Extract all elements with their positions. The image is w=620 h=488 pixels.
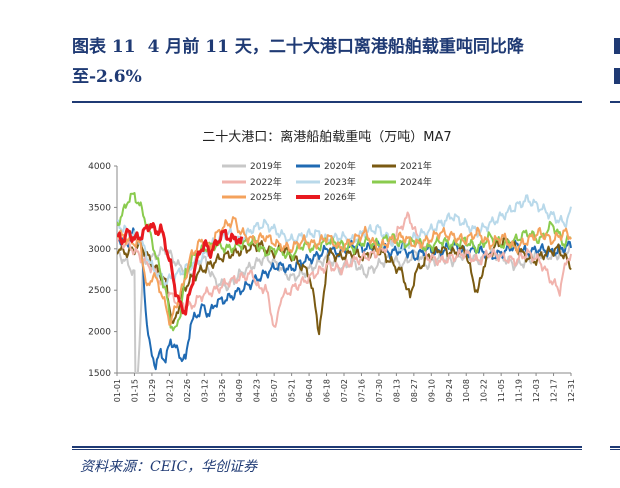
- x-tick-label: 12-03: [532, 379, 541, 402]
- x-tick-label: 09-10: [427, 379, 436, 402]
- y-tick-label: 4000: [88, 162, 111, 172]
- x-tick-label: 09-24: [445, 379, 454, 402]
- legend-label: 2022年: [250, 176, 282, 188]
- x-tick-label: 01-29: [148, 379, 157, 402]
- chart-axes: 1500 2000 2500 3000 3500 4000 01-01 01-15 01-29 0…: [88, 162, 576, 402]
- legend-label: 2023年: [324, 176, 356, 188]
- x-tick-label: 12-31: [567, 379, 576, 402]
- x-tick-label: 02-26: [183, 379, 192, 402]
- x-tick-label: 07-02: [340, 379, 349, 402]
- figure-title: 4 月前 11 天，二十大港口离港船舶载重吨同比降至-2.6%: [72, 37, 524, 87]
- y-tick-label: 2000: [88, 328, 111, 338]
- x-tick-label: 07-16: [357, 379, 366, 402]
- chart-legend: 2019年 2020年 2021年 2022年 2023年 2024年 2025年 2026年: [222, 160, 432, 203]
- figure-number: 图表 11: [72, 37, 136, 57]
- x-tick-label: 05-21: [288, 379, 297, 402]
- x-tick-label: 03-12: [200, 379, 209, 402]
- x-tick-label: 11-19: [515, 379, 524, 402]
- y-tick-label: 2500: [88, 286, 111, 296]
- figure-header: 图表 11 4 月前 11 天，二十大港口离港船舶载重吨同比降至-2.6%: [72, 32, 582, 92]
- footer-divider-thin: [72, 449, 582, 450]
- series-line-2022: [117, 211, 572, 328]
- series-line-2026: [117, 222, 244, 316]
- x-tick-label: 04-23: [253, 379, 262, 402]
- x-tick-label: 05-07: [270, 379, 279, 402]
- legend-label: 2025年: [250, 191, 282, 203]
- x-tick-label: 12-17: [550, 379, 559, 402]
- x-tick-label: 10-22: [480, 379, 489, 402]
- legend-label: 2020年: [324, 160, 356, 172]
- legend-label: 2019年: [250, 160, 282, 172]
- x-tick-label: 07-30: [375, 379, 384, 402]
- legend-label: 2021年: [400, 160, 432, 172]
- x-tick-label: 06-04: [305, 379, 314, 402]
- y-tick-label: 1500: [88, 369, 111, 379]
- x-tick-label: 03-26: [218, 379, 227, 402]
- series-line-2023: [117, 194, 572, 286]
- adjacent-page-edge: [610, 0, 620, 488]
- x-tick-label: 10-08: [462, 379, 471, 402]
- x-tick-label: 08-13: [392, 379, 401, 402]
- x-tick-label: 08-27: [410, 379, 419, 402]
- y-tick-label: 3500: [88, 203, 111, 213]
- y-tick-label: 3000: [88, 245, 111, 255]
- x-tick-label: 01-01: [113, 379, 122, 402]
- chart-series: [117, 192, 572, 373]
- chart-title: 二十大港口：离港船舶载重吨（万吨）MA7: [202, 130, 452, 145]
- legend-label: 2026年: [324, 191, 356, 203]
- x-tick-label: 02-12: [165, 379, 174, 402]
- series-line-2025: [117, 216, 572, 326]
- source-note: 资料来源：CEIC，华创证券: [80, 459, 258, 475]
- x-tick-label: 06-18: [323, 379, 332, 402]
- footer-divider: [72, 446, 582, 448]
- x-tick-label: 04-09: [235, 379, 244, 402]
- x-tick-label: 01-15: [130, 379, 139, 402]
- header-divider: [72, 101, 582, 103]
- x-tick-label: 11-05: [497, 379, 506, 402]
- legend-label: 2024年: [400, 176, 432, 188]
